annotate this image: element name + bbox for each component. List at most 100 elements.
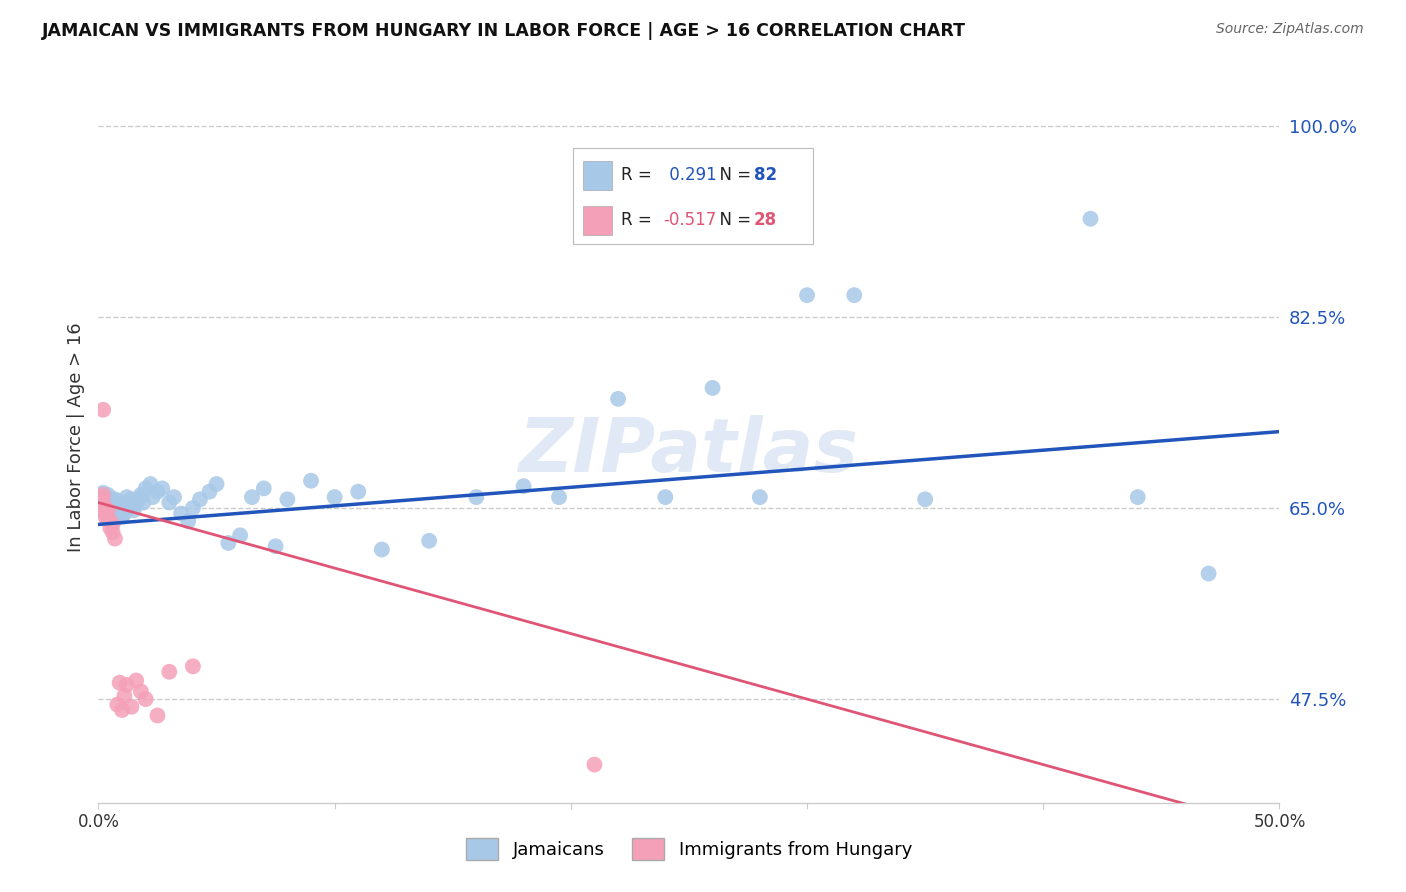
Point xyxy=(104,532,127,546)
Point xyxy=(104,505,127,519)
Y-axis label: In Labor Force | Age > 16: In Labor Force | Age > 16 xyxy=(66,322,84,552)
Point xyxy=(91,490,114,504)
Point xyxy=(105,509,128,524)
Point xyxy=(94,507,117,521)
Point xyxy=(371,542,394,557)
Point xyxy=(94,501,117,516)
Point xyxy=(217,536,239,550)
Point xyxy=(465,490,488,504)
Point xyxy=(129,488,152,502)
Point xyxy=(914,492,936,507)
Point xyxy=(104,499,127,513)
Point xyxy=(188,492,211,507)
Point xyxy=(104,512,127,526)
Point xyxy=(108,507,131,521)
Point xyxy=(548,490,571,504)
Point xyxy=(181,659,204,673)
Point xyxy=(115,490,138,504)
Point xyxy=(101,524,124,539)
Point xyxy=(583,757,606,772)
Point xyxy=(276,492,298,507)
Point xyxy=(101,517,124,532)
Point xyxy=(264,539,287,553)
Text: 0.291: 0.291 xyxy=(664,166,716,184)
Point xyxy=(796,288,818,302)
Point xyxy=(97,488,120,502)
Point xyxy=(132,495,155,509)
Point xyxy=(418,533,440,548)
Point xyxy=(139,477,162,491)
Point xyxy=(91,495,114,509)
Point xyxy=(90,501,112,516)
Text: 82: 82 xyxy=(754,166,776,184)
Point xyxy=(299,474,322,488)
Point xyxy=(101,508,124,522)
Point xyxy=(111,703,134,717)
Point xyxy=(98,514,121,528)
Point xyxy=(146,708,169,723)
Point xyxy=(91,503,114,517)
Point xyxy=(105,501,128,516)
Point xyxy=(97,503,120,517)
Text: N =: N = xyxy=(709,166,756,184)
Point xyxy=(146,484,169,499)
Text: N =: N = xyxy=(709,211,756,229)
Point xyxy=(115,678,138,692)
Point xyxy=(135,692,157,706)
Point xyxy=(111,501,134,516)
Point xyxy=(128,492,150,507)
Point xyxy=(1198,566,1220,581)
Point xyxy=(91,499,114,513)
Point xyxy=(121,492,143,507)
Point xyxy=(150,482,173,496)
Point xyxy=(240,490,263,504)
Point xyxy=(108,675,131,690)
Point xyxy=(702,381,724,395)
Point xyxy=(105,698,128,712)
Point xyxy=(163,490,186,504)
Point xyxy=(91,494,114,508)
Point xyxy=(98,521,121,535)
Text: Source: ZipAtlas.com: Source: ZipAtlas.com xyxy=(1216,22,1364,37)
Point xyxy=(98,492,121,507)
Point xyxy=(112,507,135,521)
Point xyxy=(97,509,120,524)
Point xyxy=(125,673,148,688)
Point xyxy=(97,495,120,509)
Point xyxy=(112,689,135,703)
Point xyxy=(347,484,370,499)
Text: 28: 28 xyxy=(754,211,776,229)
Point xyxy=(98,507,121,521)
Point xyxy=(142,490,165,504)
Point xyxy=(135,482,157,496)
Point xyxy=(125,497,148,511)
Point xyxy=(157,495,180,509)
Point xyxy=(94,490,117,504)
Text: R =: R = xyxy=(621,166,658,184)
Point xyxy=(97,503,120,517)
Point xyxy=(90,488,112,502)
Point xyxy=(512,479,534,493)
Point xyxy=(177,514,200,528)
Point xyxy=(104,492,127,507)
Point xyxy=(607,392,630,406)
Point xyxy=(101,514,124,528)
Point xyxy=(91,402,114,417)
Point xyxy=(118,499,141,513)
Point xyxy=(94,497,117,511)
Point xyxy=(170,507,193,521)
Point xyxy=(205,477,228,491)
Point xyxy=(94,509,117,524)
Point xyxy=(122,503,145,517)
Point xyxy=(90,492,112,507)
Point xyxy=(111,509,134,524)
Point xyxy=(91,485,114,500)
Point xyxy=(1126,490,1149,504)
Point xyxy=(115,503,138,517)
Text: JAMAICAN VS IMMIGRANTS FROM HUNGARY IN LABOR FORCE | AGE > 16 CORRELATION CHART: JAMAICAN VS IMMIGRANTS FROM HUNGARY IN L… xyxy=(42,22,966,40)
Point xyxy=(253,482,276,496)
Point xyxy=(157,665,180,679)
Point xyxy=(1080,211,1102,226)
Text: ZIPatlas: ZIPatlas xyxy=(519,415,859,488)
Text: R =: R = xyxy=(621,211,658,229)
